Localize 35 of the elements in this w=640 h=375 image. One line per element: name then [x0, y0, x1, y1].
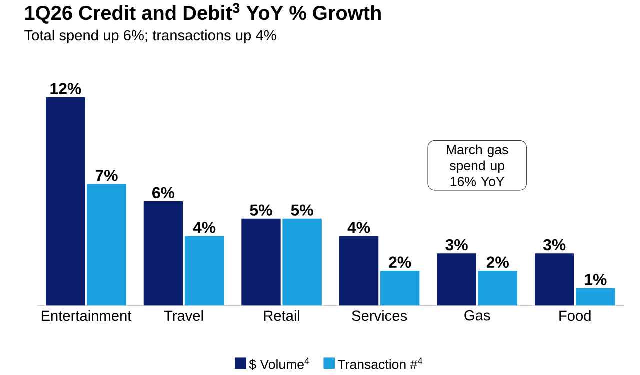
bar — [534, 254, 574, 306]
data-label: 4% — [193, 222, 216, 234]
annotation: March gas spend up 16% YoY — [447, 144, 508, 186]
bar — [339, 236, 379, 306]
x-tick-label: Travel — [164, 310, 204, 322]
data-label: 2% — [486, 256, 509, 268]
data-label: 6% — [152, 187, 175, 199]
bar — [242, 218, 281, 306]
x-tick-label: Retail — [264, 310, 300, 322]
bar — [184, 236, 224, 306]
x-tick-label: Entertainment — [42, 310, 132, 322]
bar — [576, 288, 616, 306]
data-label: 4% — [348, 222, 370, 234]
bar — [282, 218, 322, 306]
data-label: 3% — [543, 239, 566, 251]
bar — [437, 254, 476, 306]
x-tick-label: Food — [560, 310, 591, 322]
bar — [87, 184, 126, 306]
legend-label: Transaction #$^{4}$ — [338, 358, 423, 370]
data-label: 3% — [446, 239, 468, 251]
bar — [46, 97, 86, 306]
data-label: 1% — [585, 274, 607, 286]
bar — [478, 270, 518, 306]
legend-label: $ Volume$^{4}$ — [249, 358, 310, 370]
data-label: 5% — [291, 204, 314, 216]
data-label: 7% — [96, 170, 118, 182]
chart-subtitle: Total spend up 6%; transactions up 4% — [24, 30, 276, 44]
data-label: 5% — [250, 204, 272, 216]
x-tick-label: Gas — [464, 310, 490, 321]
data-label: 12% — [50, 83, 82, 94]
bar — [380, 270, 420, 306]
chart-title: 1Q26 Credit and Debit$^{3}$ YoY % Growth — [26, 3, 381, 24]
x-tick-label: Services — [352, 310, 408, 322]
data-label: 2% — [389, 256, 412, 268]
bar — [144, 202, 184, 306]
